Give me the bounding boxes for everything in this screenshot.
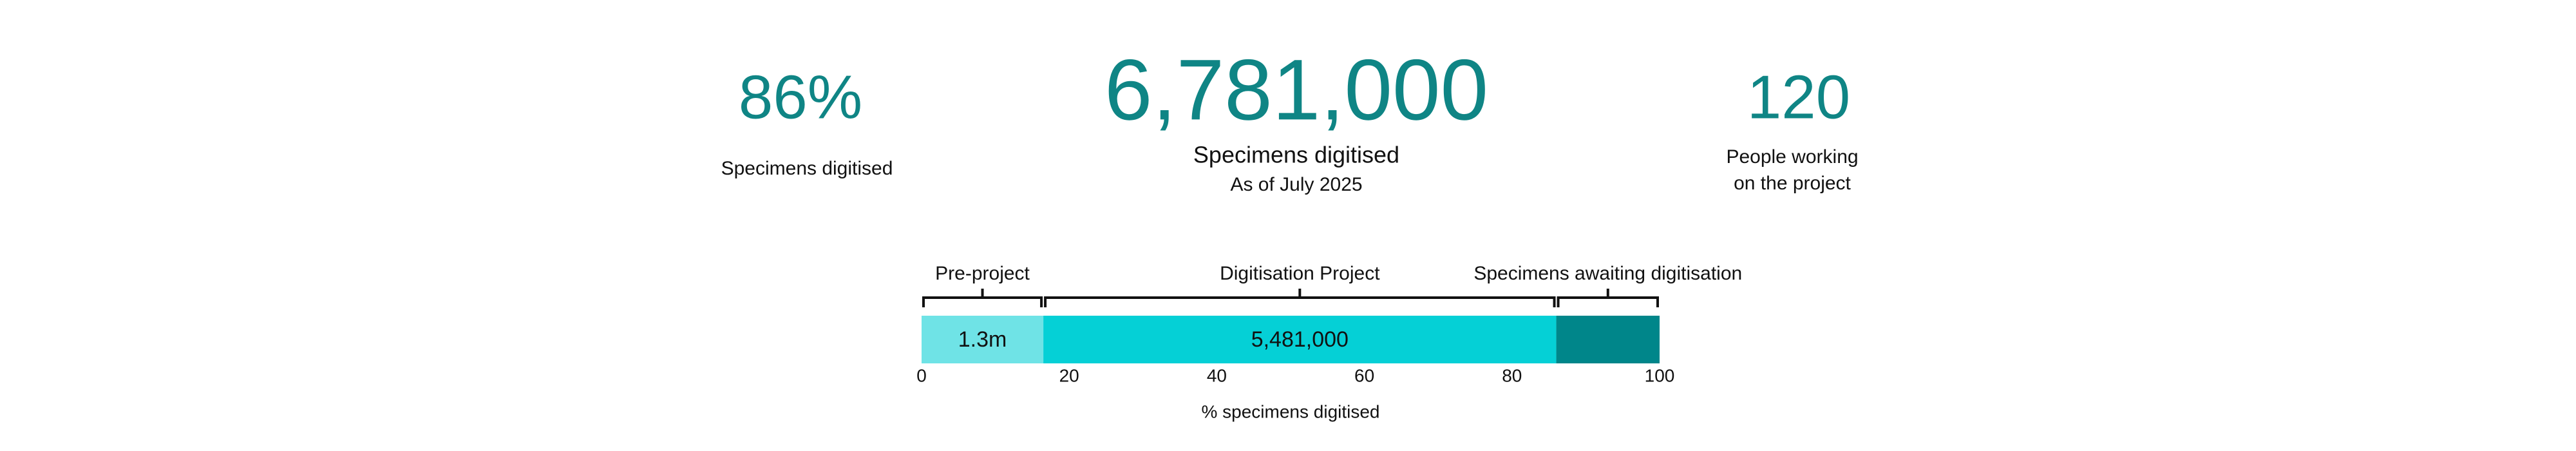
bar-segment [1043,316,1557,363]
stat-label: Specimens digitised [721,158,893,179]
data-label: 5,481,000 [1251,327,1349,352]
stat-value: 6,781,000 [1104,42,1488,138]
legend-label: Specimens awaiting digitisation [1473,263,1742,284]
legend-label: Pre-project [935,263,1030,284]
data-label: 1.3m [958,327,1007,352]
stat-label: People working [1726,146,1858,168]
stat-value: 86% [739,62,862,131]
x-tick-label: 40 [1207,365,1227,385]
x-tick-label: 0 [916,365,927,385]
bar-segment [1556,316,1660,363]
bracket [1557,289,1659,307]
bracket [922,289,1043,307]
stat-note: As of July 2025 [1230,174,1362,195]
stat-value: 120 [1747,62,1850,131]
x-tick-label: 80 [1502,365,1522,385]
x-tick-label: 20 [1059,365,1079,385]
bracket [1044,289,1556,307]
x-tick-label: 100 [1645,365,1675,385]
bar-segment [922,316,1044,363]
stat-label: Specimens digitised [1193,142,1399,168]
stat-label: on the project [1734,173,1851,194]
x-axis-title: % specimens digitised [1201,401,1379,421]
x-tick-label: 60 [1354,365,1374,385]
legend-label: Digitisation Project [1220,263,1380,284]
